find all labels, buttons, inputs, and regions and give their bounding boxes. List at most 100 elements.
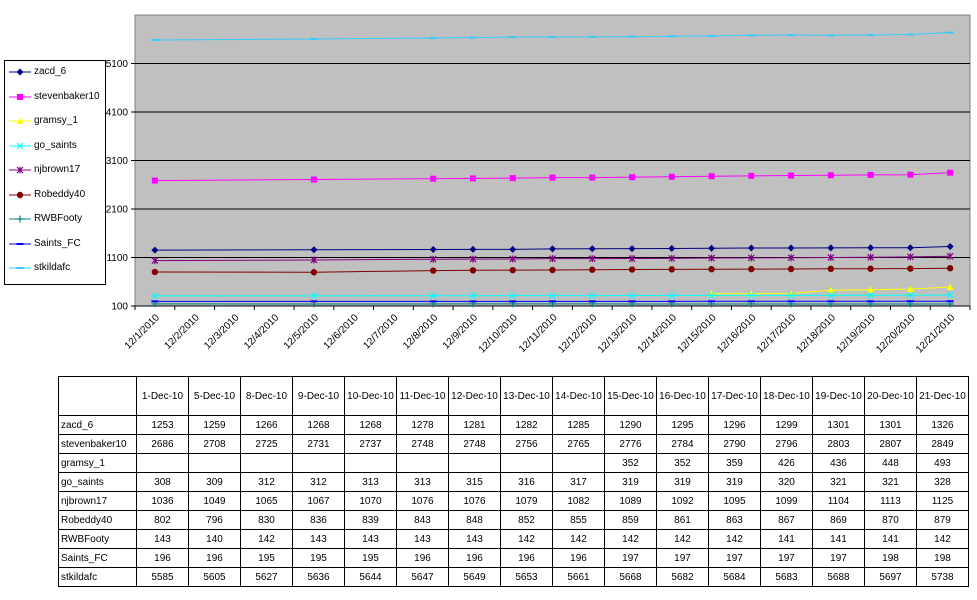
point-Robeddy40-14 — [907, 265, 914, 272]
point-go_saints-1 — [310, 292, 318, 300]
point-stevenbaker10-5 — [549, 174, 556, 181]
table-header-4: 10-Dec-10 — [344, 376, 397, 416]
table-cell: 142 — [240, 529, 293, 549]
x-tick-label-2: 12/3/2010 — [202, 312, 242, 352]
x-tick-label-5: 12/6/2010 — [322, 312, 362, 352]
point-Robeddy40-2 — [430, 267, 437, 274]
x-tick-label-16: 12/17/2010 — [755, 312, 798, 355]
point-stevenbaker10-4 — [509, 175, 516, 182]
x-tick-label-17: 12/18/2010 — [795, 312, 838, 355]
table-body: zacd_6 1253 1259 1266 1268 1268 1278 1281 1282 12… — [58, 415, 969, 587]
table-cell: 1065 — [240, 491, 293, 511]
table-cell: 5627 — [240, 567, 293, 587]
point-Robeddy40-15 — [946, 265, 954, 272]
point-stevenbaker10-15 — [947, 169, 954, 176]
table-cell: 1285 — [552, 415, 605, 435]
point-stevenbaker10-2 — [430, 175, 437, 182]
legend: zacd_6 stevenbaker10 gramsy_1 go_saints njbr… — [4, 60, 106, 285]
table-row-name-stevenbaker10: stevenbaker10 — [58, 434, 137, 454]
table-cell: 1278 — [396, 415, 449, 435]
table-cell: 2748 — [448, 434, 501, 454]
table-cell: 142 — [708, 529, 761, 549]
point-zacd_6-5 — [549, 245, 556, 253]
table-cell: 320 — [760, 472, 813, 492]
table-cell: 855 — [552, 510, 605, 530]
line-chart: 100 1100 2100 3100 4100 5100 12/1/2010 12/2/20… — [106, 14, 971, 356]
table-row: zacd_6 1253 1259 1266 1268 1268 1278 1281 1282 12… — [58, 415, 969, 435]
table-row: Saints_FC 196 196 195 195 195 196 196 196 196 197 1… — [58, 548, 969, 568]
table-cell: 2765 — [552, 434, 605, 454]
x-tick-label-3: 12/4/2010 — [242, 312, 282, 352]
table-row-name-Saints_FC: Saints_FC — [58, 548, 137, 568]
point-stevenbaker10-0 — [151, 177, 158, 184]
table-cell: 1092 — [656, 491, 709, 511]
point-go_saints-4 — [509, 292, 517, 300]
series-line-Robeddy40 — [154, 267, 951, 273]
point-go_saints-10 — [747, 291, 755, 299]
point-go_saints-12 — [827, 291, 835, 299]
legend-marker-Robeddy40 — [16, 191, 24, 198]
table-header-10: 16-Dec-10 — [656, 376, 709, 416]
point-Robeddy40-7 — [628, 266, 636, 273]
table-cell: 319 — [604, 472, 657, 492]
table-cell: 359 — [708, 453, 761, 473]
x-tick-label-10: 12/11/2010 — [517, 312, 560, 355]
table-cell: 2737 — [344, 434, 397, 454]
y-tick-label-4: 4100 — [106, 108, 129, 119]
table-cell: 5668 — [604, 567, 657, 587]
x-tick-label-0: 12/1/2010 — [123, 312, 163, 352]
point-njbrown17-8 — [668, 254, 676, 262]
table-cell: 143 — [396, 529, 449, 549]
table-cell: 5649 — [448, 567, 501, 587]
point-Robeddy40-13 — [867, 265, 874, 272]
table-cell: 1253 — [136, 415, 189, 435]
table-cell: 5682 — [656, 567, 709, 587]
point-njbrown17-5 — [549, 255, 556, 263]
table-header-3: 9-Dec-10 — [292, 376, 345, 416]
legend-item-Robeddy40: Robeddy40 — [7, 189, 105, 210]
table-cell: 141 — [812, 529, 865, 549]
table-cell: 142 — [552, 529, 605, 549]
table-cell: 5647 — [396, 567, 449, 587]
series-zacd_6 — [151, 243, 954, 254]
table-cell: 5636 — [292, 567, 345, 587]
point-zacd_6-13 — [867, 244, 875, 252]
table-row: gramsy_1 352 352 359 426 436 448 493 — [58, 453, 969, 473]
table-cell: 140 — [188, 529, 241, 549]
table-cell: 1281 — [448, 415, 501, 435]
x-tick-label-6: 12/7/2010 — [361, 312, 401, 352]
series-go_saints — [151, 291, 954, 300]
point-zacd_6-0 — [151, 246, 159, 254]
legend-swatch-gramsy_1 — [9, 117, 31, 124]
point-go_saints-11 — [787, 291, 795, 299]
point-zacd_6-3 — [469, 245, 477, 253]
legend-item-stevenbaker10: stevenbaker10 — [7, 91, 105, 112]
x-tick-label-18: 12/19/2010 — [835, 312, 878, 355]
table-cell: 2731 — [292, 434, 345, 454]
table-cell: 852 — [500, 510, 553, 530]
y-tick-label-3: 3100 — [106, 156, 129, 167]
y-tick-label-1: 1100 — [106, 253, 128, 264]
point-Robeddy40-11 — [787, 265, 795, 273]
y-tick-label-2: 2100 — [106, 205, 129, 216]
table-cell: 141 — [760, 529, 813, 549]
table-row: stevenbaker10 2686 2708 2725 2731 2737 2748 274… — [58, 434, 969, 454]
point-zacd_6-6 — [588, 245, 596, 253]
point-gramsy_1-13 — [867, 286, 875, 293]
legend-swatch-stkildafc — [9, 267, 31, 269]
series-gramsy_1 — [708, 283, 954, 297]
table-cell: 5644 — [344, 567, 397, 587]
series-line-njbrown17 — [154, 255, 951, 262]
table-cell: 143 — [136, 529, 189, 549]
table-header-11: 17-Dec-10 — [708, 376, 761, 416]
legend-swatch-go_saints — [9, 142, 31, 149]
table-cell: 2790 — [708, 434, 761, 454]
table-header-8: 14-Dec-10 — [552, 376, 605, 416]
point-zacd_6-7 — [628, 245, 636, 253]
point-stevenbaker10-3 — [469, 175, 476, 182]
table-cell: 863 — [708, 510, 761, 530]
series-line-stkildafc — [154, 32, 951, 41]
y-axis: 100 1100 2100 3100 4100 5100 — [106, 59, 135, 313]
legend-marker-go_saints — [16, 142, 24, 149]
table-cell: 195 — [344, 548, 397, 568]
